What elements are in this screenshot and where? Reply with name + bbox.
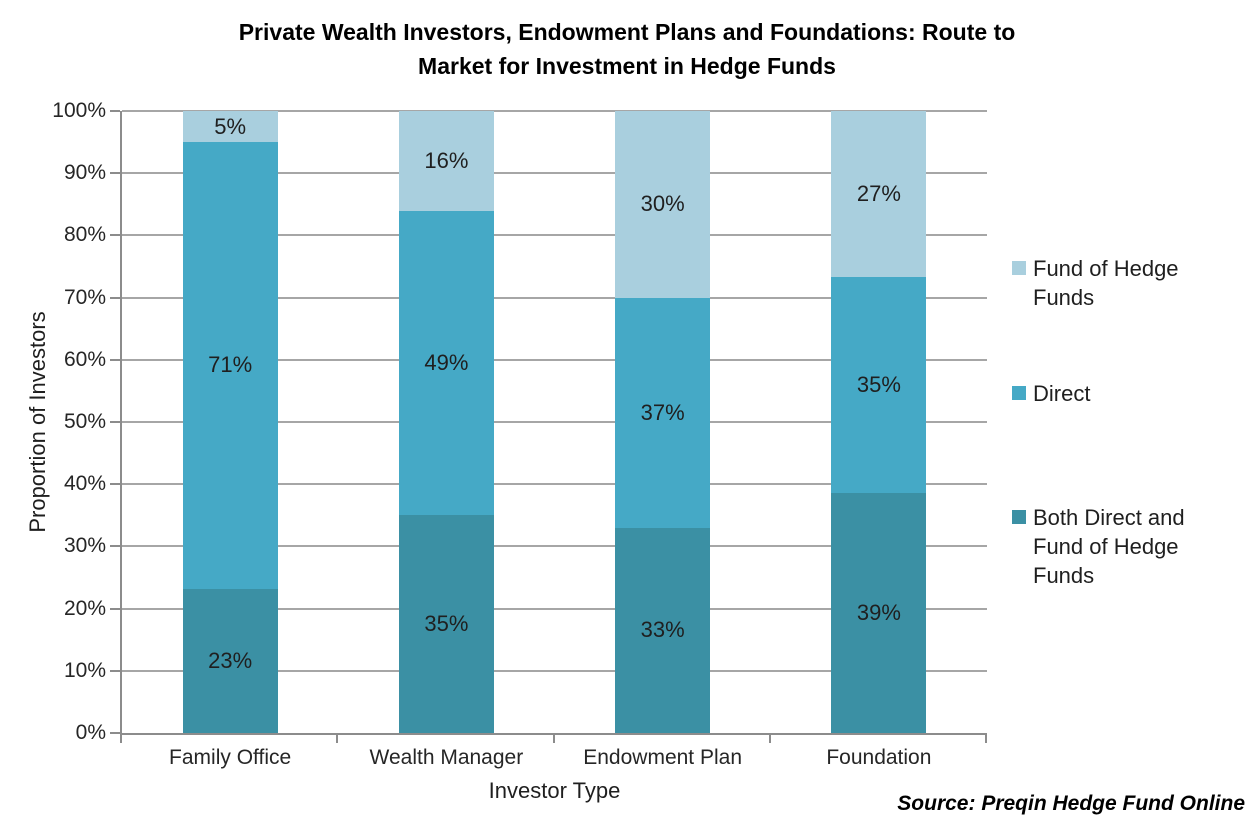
bar-segment: 71% [182, 142, 278, 589]
bar-segment: 23% [182, 588, 278, 733]
gridline [122, 110, 987, 112]
y-tick [110, 421, 120, 423]
bar-value-label: 5% [214, 113, 247, 139]
chart-title: Private Wealth Investors, Endowment Plan… [177, 15, 1077, 83]
y-axis-line [120, 111, 122, 735]
gridline [122, 483, 987, 486]
x-category-label: Wealth Manager [369, 746, 524, 769]
y-tick [110, 732, 120, 734]
bar-value-label: 30% [640, 191, 685, 217]
gridline [122, 234, 987, 237]
x-axis-line [120, 733, 987, 735]
chart-title-line2: Market for Investment in Hedge Funds [418, 53, 836, 79]
bar-value-label: 33% [640, 617, 685, 643]
y-tick [110, 669, 120, 672]
gridline [122, 545, 987, 548]
bar-value-label: 16% [424, 147, 469, 173]
bar-value-label: 23% [208, 647, 253, 673]
y-tick [110, 296, 120, 299]
y-tick-label: 20% [63, 596, 106, 620]
bar: 39% 35% 27% [831, 111, 927, 733]
bar-value-label: 35% [856, 372, 901, 398]
bar-segment: 30% [615, 111, 711, 298]
y-tick [110, 483, 120, 486]
legend-label: Both Direct and Fund of Hedge Funds [1033, 505, 1185, 588]
y-tick-label: 60% [63, 347, 106, 371]
bar-value-label: 49% [424, 349, 469, 375]
bar-segment: 33% [615, 527, 711, 733]
y-tick-label: 80% [63, 223, 106, 247]
y-tick-label: 50% [63, 410, 106, 433]
y-tick-label: 40% [63, 472, 106, 496]
source-note: Source: Preqin Hedge Fund Online [897, 792, 1245, 815]
x-category-label: Family Office [169, 746, 292, 769]
legend-label: Fund of Hedge Funds [1033, 256, 1179, 310]
bar-segment: 5% [182, 111, 278, 143]
y-tick [110, 358, 120, 361]
bar: 33% 37% 30% [615, 111, 711, 733]
x-tick [552, 735, 555, 743]
y-tick [110, 607, 120, 610]
y-tick-label: 100% [52, 99, 106, 122]
legend-swatch-icon [1012, 510, 1026, 524]
x-tick [985, 735, 987, 743]
x-tick [768, 735, 771, 743]
x-category-label: Endowment Plan [583, 746, 742, 769]
bar-segment: 35% [831, 277, 927, 493]
legend-item: Direct [1012, 379, 1215, 408]
bar-value-label: 71% [208, 352, 253, 378]
y-tick [110, 234, 120, 237]
y-tick [110, 545, 120, 548]
y-tick-label: 10% [63, 658, 106, 682]
bar-segment: 39% [831, 492, 927, 733]
y-tick-label: 0% [75, 721, 106, 744]
y-tick-label: 90% [63, 161, 106, 185]
y-tick [110, 172, 120, 175]
y-tick [110, 110, 120, 112]
x-category-label: Foundation [826, 746, 932, 769]
plot-area: 23% 71% 5% 35% 49% 16% 33% 37% 30% 39% 35% 27% [122, 110, 987, 733]
y-tick-label: 70% [63, 285, 106, 309]
bar-value-label: 37% [640, 399, 685, 425]
gridline [122, 296, 987, 299]
chart-title-line1: Private Wealth Investors, Endowment Plan… [238, 19, 1016, 45]
legend-item: Fund of Hedge Funds [1012, 254, 1215, 312]
y-tick-label: 30% [63, 534, 106, 558]
x-tick [120, 735, 122, 743]
x-axis-title: Investor Type [488, 778, 621, 803]
legend-label: Direct [1033, 381, 1091, 406]
gridline [122, 172, 987, 175]
bar-segment: 37% [615, 297, 711, 528]
gridline [122, 358, 987, 361]
gridline [122, 421, 987, 423]
bar-value-label: 27% [856, 181, 901, 207]
bar: 23% 71% 5% [182, 111, 278, 733]
bar-segment: 16% [398, 111, 494, 211]
legend-item: Both Direct and Fund of Hedge Funds [1012, 503, 1215, 590]
bar: 35% 49% 16% [398, 111, 494, 733]
legend-swatch-icon [1012, 386, 1026, 400]
gridline [122, 607, 987, 610]
bar-value-label: 39% [856, 599, 901, 625]
bar-segment: 27% [831, 111, 927, 278]
bar-segment: 35% [398, 515, 494, 733]
bar-segment: 49% [398, 210, 494, 516]
bar-value-label: 35% [424, 611, 469, 637]
legend-swatch-icon [1012, 261, 1026, 275]
x-tick [336, 735, 339, 743]
gridline [122, 669, 987, 672]
